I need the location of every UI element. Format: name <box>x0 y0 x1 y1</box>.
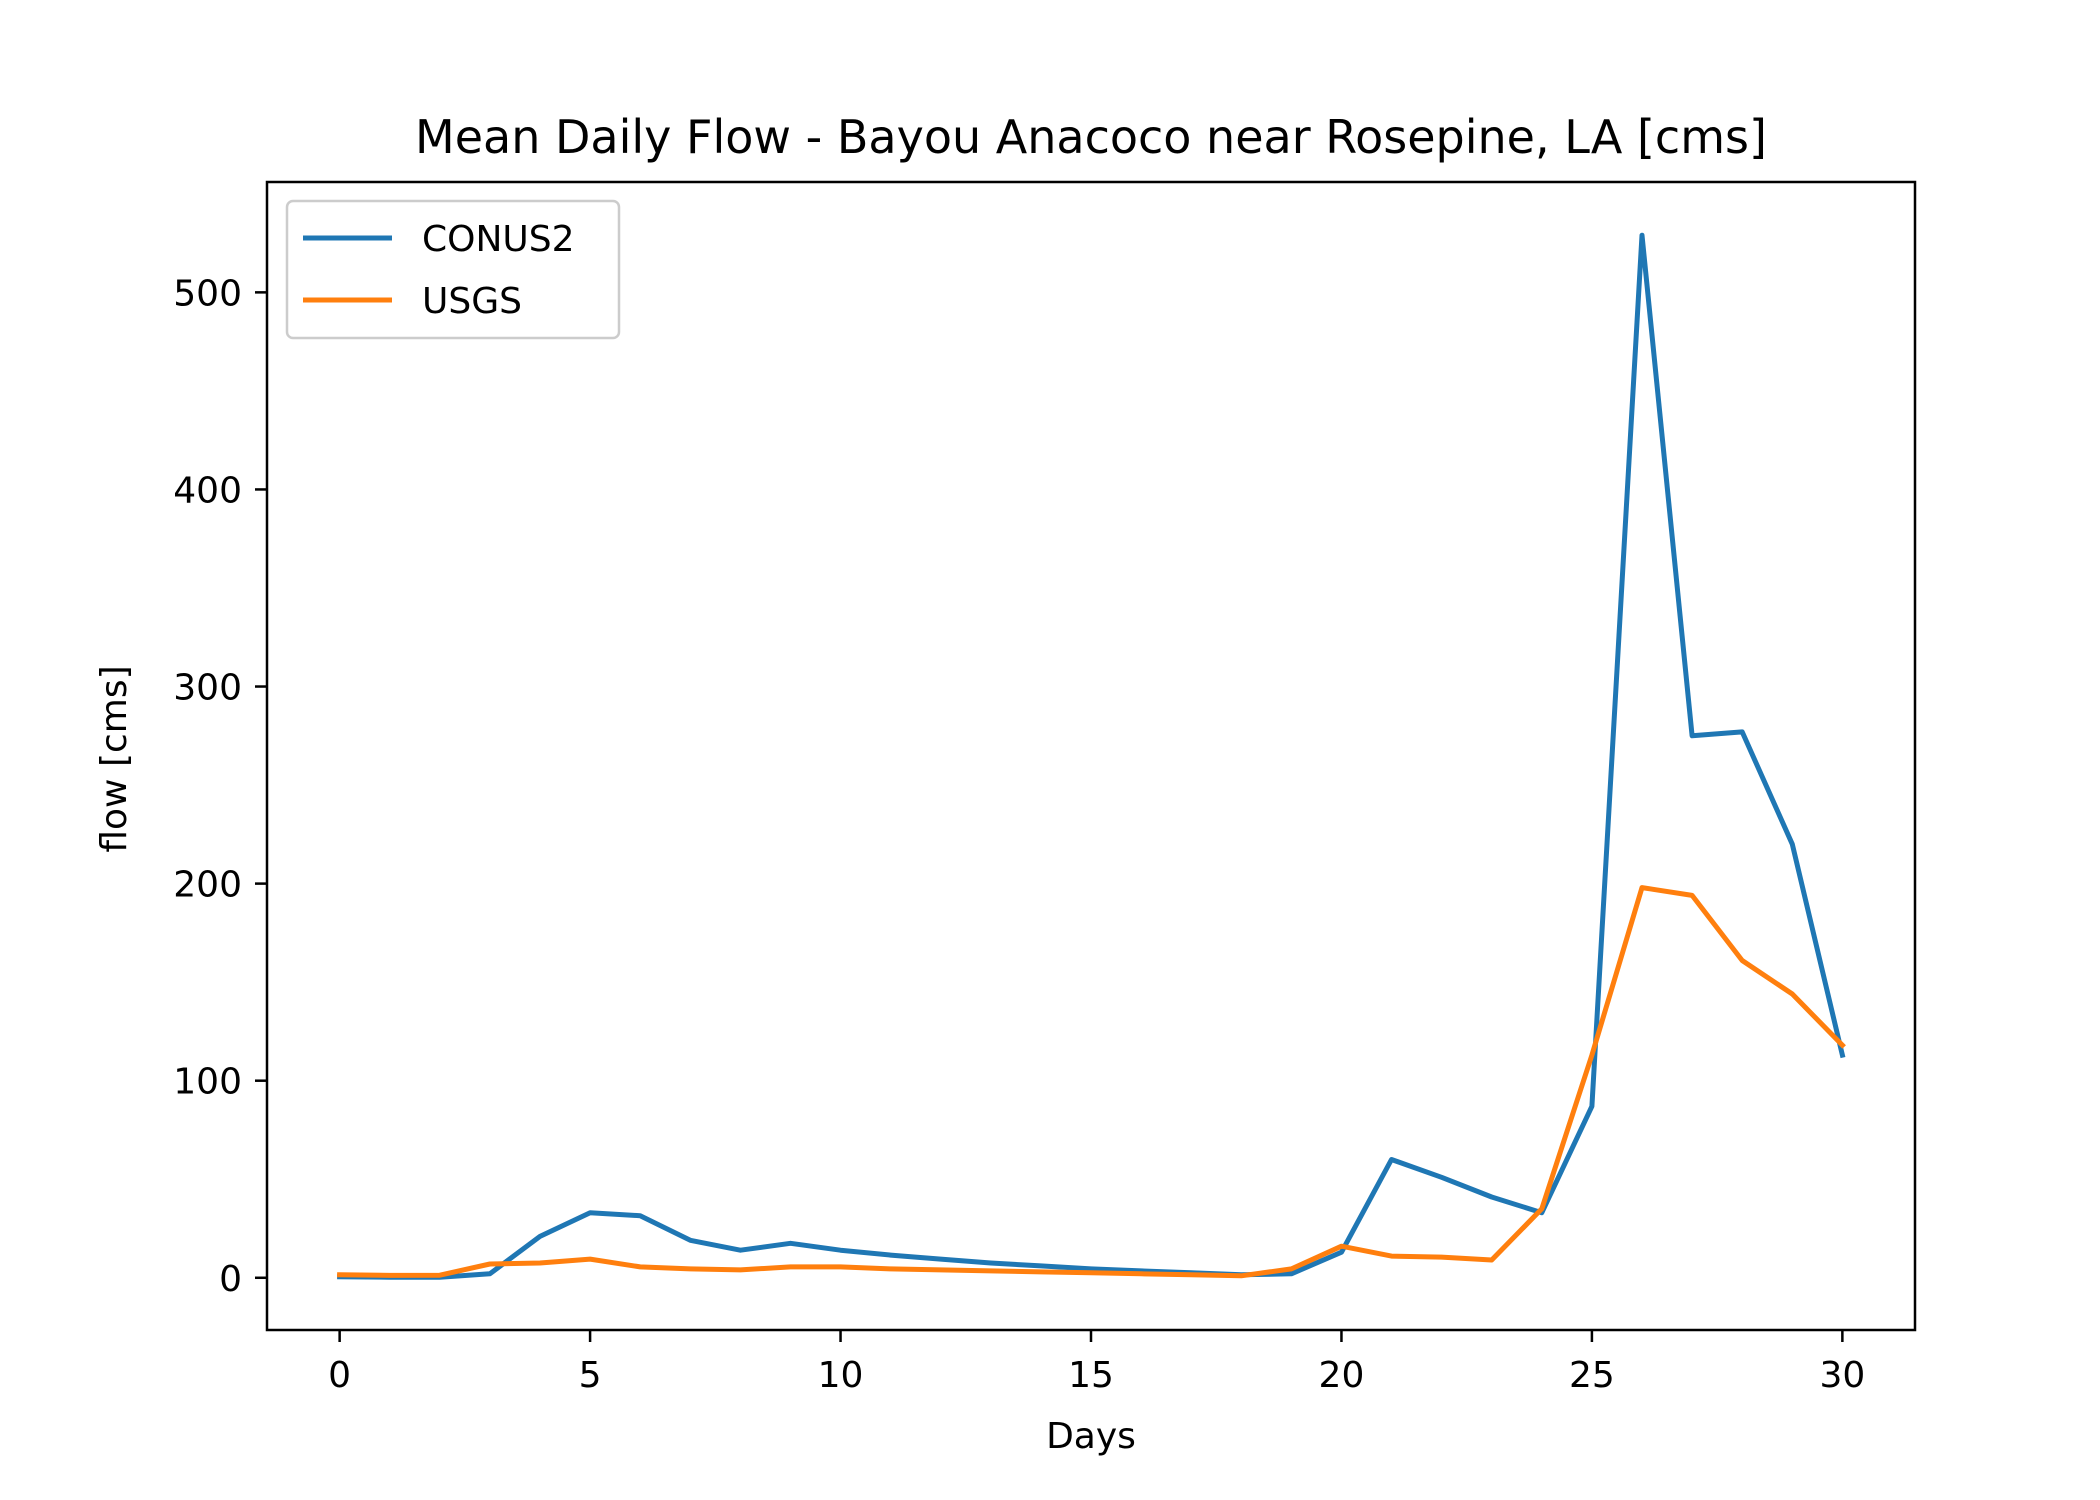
chart-title: Mean Daily Flow - Bayou Anacoco near Ros… <box>415 110 1767 164</box>
y-tick-label: 400 <box>173 470 242 511</box>
x-tick-label: 20 <box>1319 1355 1365 1396</box>
y-tick-label: 200 <box>173 865 242 906</box>
x-tick-label: 0 <box>328 1355 351 1396</box>
legend-label-usgs: USGS <box>422 281 522 322</box>
x-tick-label: 25 <box>1569 1355 1615 1396</box>
legend-label-conus2: CONUS2 <box>422 219 575 260</box>
plot-frame <box>265 180 1917 1332</box>
series-line-conus2 <box>337 232 1846 1280</box>
x-tick-label: 15 <box>1068 1355 1114 1396</box>
y-tick-label: 300 <box>173 668 242 709</box>
x-tick-label: 10 <box>818 1355 864 1396</box>
y-tick-label: 500 <box>173 273 242 314</box>
y-axis-label: flow [cms] <box>94 665 135 852</box>
legend-box <box>285 199 621 340</box>
x-tick-label: 5 <box>579 1355 602 1396</box>
x-tick-label: 30 <box>1819 1355 1865 1396</box>
y-tick-label: 100 <box>173 1062 242 1103</box>
x-axis-label: Days <box>1046 1416 1136 1457</box>
series-line-usgs <box>337 885 1846 1279</box>
legend: CONUS2 USGS <box>285 199 621 340</box>
y-tick-label: 0 <box>219 1259 242 1300</box>
